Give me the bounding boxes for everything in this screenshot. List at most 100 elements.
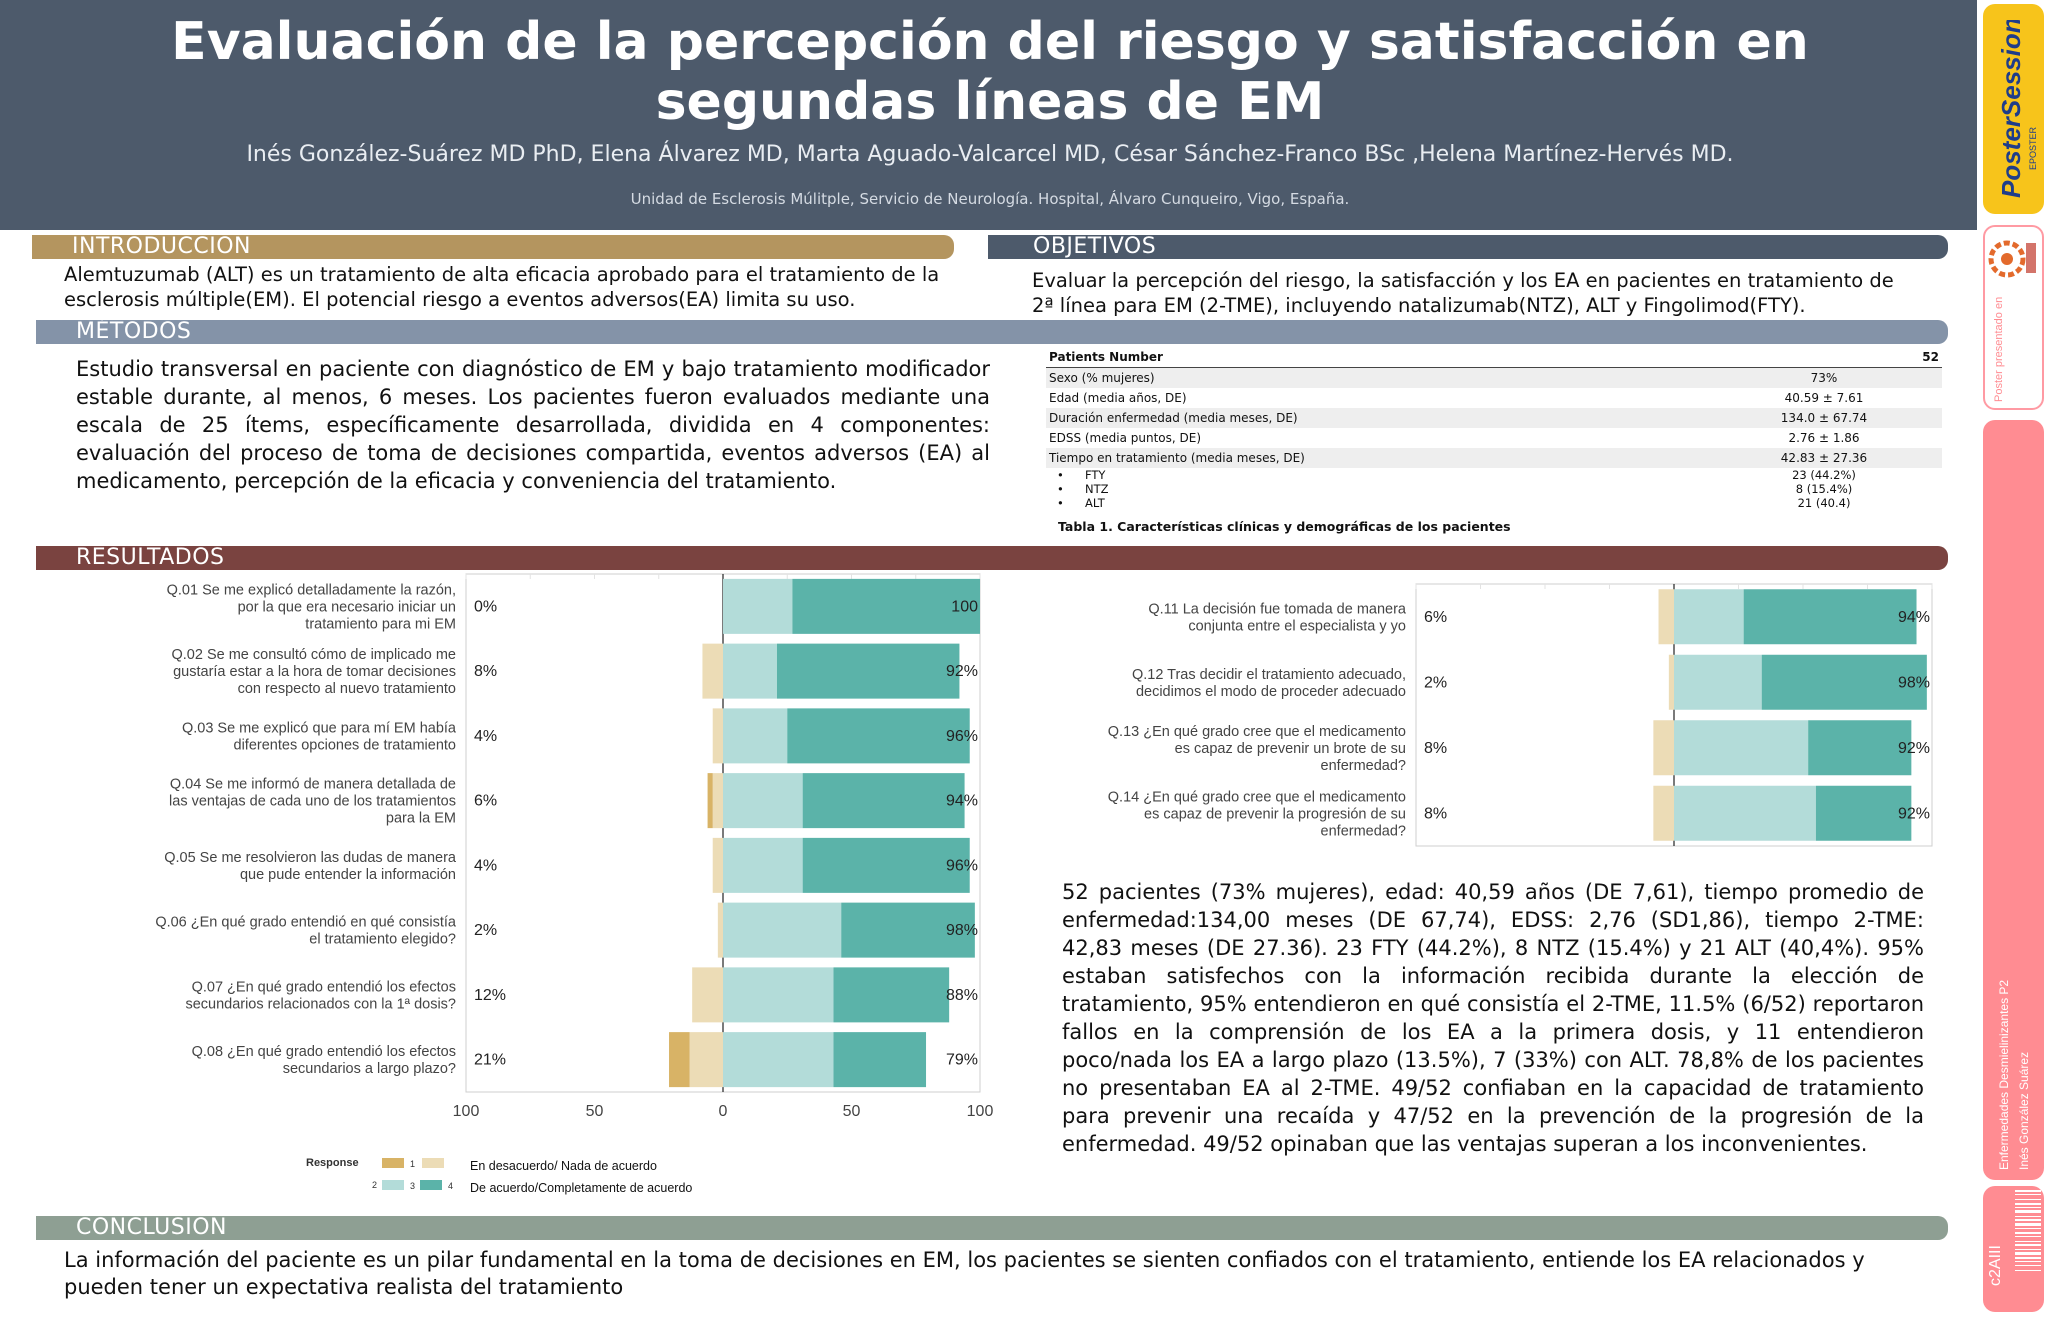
authors: Inés González-Suárez MD PhD, Elena Álvar… — [246, 142, 1734, 167]
table-value: 21 (40.4) — [1797, 496, 1851, 510]
methods-heading: MÉTODOS — [36, 320, 1948, 344]
barcode-bar — [2015, 1249, 2041, 1250]
barcode-icon — [2015, 1190, 2041, 1271]
barcode-bar — [2015, 1236, 2041, 1237]
right-percent-label: 96% — [946, 728, 978, 745]
bar-segment — [692, 967, 723, 1023]
bar-segment — [723, 578, 793, 634]
bar-segment — [669, 1032, 690, 1088]
barcode-bar — [2015, 1228, 2041, 1229]
objectives-heading: OBJETIVOS — [988, 235, 1948, 259]
patients-table: Patients Number 52 Sexo (% mujeres) 73% Edad… — [1046, 347, 1942, 510]
barcode-bar — [2015, 1241, 2041, 1242]
table-subrow: • FTY 23 (44.2%) — [1046, 468, 1942, 482]
left-percent-label: 8% — [474, 663, 497, 680]
presented-text: Poster presentado en — [1993, 296, 2005, 402]
category-band: Enfermedades Desmielinizantes P2 Inés Go… — [1983, 420, 2044, 1180]
table-label: Sexo (% mujeres) — [1046, 367, 1706, 388]
bar-segment — [717, 902, 723, 958]
category-label: Q.03 Se me explicó que para mí EM había d… — [182, 720, 457, 753]
bar-segment — [723, 837, 803, 893]
bullet-icon: • — [1057, 496, 1064, 510]
left-percent-label: 8% — [1424, 740, 1447, 757]
header-banner — [0, 0, 1977, 230]
left-percent-label: 2% — [474, 922, 497, 939]
right-percent-label: 92% — [1898, 805, 1930, 822]
intro-text: Alemtuzumab (ALT) es un tratamiento de a… — [64, 263, 940, 311]
left-percent-label: 0% — [474, 598, 497, 615]
bar-segment — [707, 773, 713, 829]
table-value: 40.59 ± 7.61 — [1784, 391, 1864, 405]
right-percent-label: 92% — [946, 663, 978, 680]
bar-segment — [1668, 654, 1674, 710]
legend-swatch-2 — [422, 1158, 444, 1168]
bar-segment — [841, 902, 975, 958]
table-caption: Tabla 1. Características clínicas y demo… — [1058, 519, 1511, 534]
affiliation: Unidad de Esclerosis Múlitple, Servicio … — [630, 190, 1350, 208]
poster-code: c2AIII — [1987, 1245, 2004, 1286]
table-label: • NTZ — [1046, 482, 1706, 496]
bar-segment — [1674, 654, 1762, 710]
table-value: 52 — [1706, 347, 1942, 368]
bar-segment — [723, 967, 834, 1023]
bar-segment — [833, 1032, 927, 1088]
bar-segment — [689, 1032, 723, 1088]
legend-swatch-3 — [382, 1180, 404, 1190]
bar-segment — [1761, 654, 1927, 710]
bar-segment — [1743, 589, 1917, 645]
legend-key-2: 2 — [372, 1180, 377, 1190]
barcode-bar — [2015, 1190, 2041, 1192]
bar-segment — [723, 1032, 834, 1088]
table-value: 73% — [1706, 367, 1942, 388]
intro-heading: INTRODUCCIÓN — [32, 235, 954, 259]
conclusion-text: La información del paciente es un pilar … — [64, 1248, 1865, 1299]
bar-segment — [1653, 785, 1674, 841]
barcode-bar — [2015, 1244, 2041, 1246]
category-label: Q.11 La decisión fue tomada de manera con… — [1148, 601, 1407, 634]
barcode-bar — [2015, 1210, 2041, 1213]
table-value: 8 (15.4%) — [1795, 482, 1853, 496]
legend-swatch-4 — [420, 1180, 442, 1190]
x-tick-label: 100 — [453, 1103, 480, 1120]
left-percent-label: 8% — [1424, 805, 1447, 822]
category-label: Q.02 Se me consultó cómo de implicado me… — [172, 647, 457, 697]
objectives-heading-text: OBJETIVOS — [1033, 234, 1157, 259]
legend-agree: De acuerdo/Completamente de acuerdo — [470, 1181, 692, 1195]
legend-swatch-1 — [382, 1158, 404, 1168]
bar-segment — [776, 643, 960, 699]
table-value: 42.83 ± 27.36 — [1706, 448, 1942, 468]
legend-key-3: 3 — [410, 1181, 415, 1191]
bar-segment — [1674, 785, 1816, 841]
bar-segment — [1808, 720, 1912, 776]
brand-text: PosterSessionOnline — [1996, 20, 2026, 198]
bar-segment — [792, 578, 980, 634]
barcode-bar — [2015, 1270, 2041, 1271]
barcode-bar — [2015, 1199, 2041, 1200]
left-percent-label: 4% — [474, 728, 497, 745]
conclusion-heading: CONCLUSION — [36, 1216, 1948, 1240]
bullet-icon: • — [1057, 482, 1064, 496]
left-percent-label: 6% — [474, 793, 497, 810]
bar-segment — [802, 773, 965, 829]
barcode-bar — [2015, 1261, 2041, 1262]
barcode-bar — [2015, 1194, 2041, 1195]
category-label: Q.08 ¿En qué grado entendió los efectos s… — [192, 1044, 456, 1077]
likert-chart-2: Q.11 La decisión fue tomada de manera con… — [1108, 583, 1933, 847]
bar-segment — [1653, 720, 1674, 776]
bar-segment — [723, 902, 842, 958]
bar-segment — [723, 708, 788, 764]
table-header-row: Patients Number 52 — [1046, 347, 1942, 368]
x-tick-label: 100 — [967, 1103, 994, 1120]
bar-segment — [723, 643, 777, 699]
bullet-icon: • — [1057, 468, 1064, 482]
bar-segment — [712, 708, 723, 764]
right-percent-label: 94% — [1898, 609, 1930, 626]
left-percent-label: 4% — [474, 857, 497, 874]
results-heading-text: RESULTADOS — [76, 545, 225, 570]
barcode-bar — [2015, 1223, 2041, 1226]
brand-sub-text: EPOSTER — [2028, 126, 2038, 170]
congress-logo-icon — [1988, 240, 2036, 278]
bar-segment — [787, 708, 970, 764]
legend-key-1: 1 — [410, 1159, 415, 1169]
bar-segment — [723, 773, 803, 829]
